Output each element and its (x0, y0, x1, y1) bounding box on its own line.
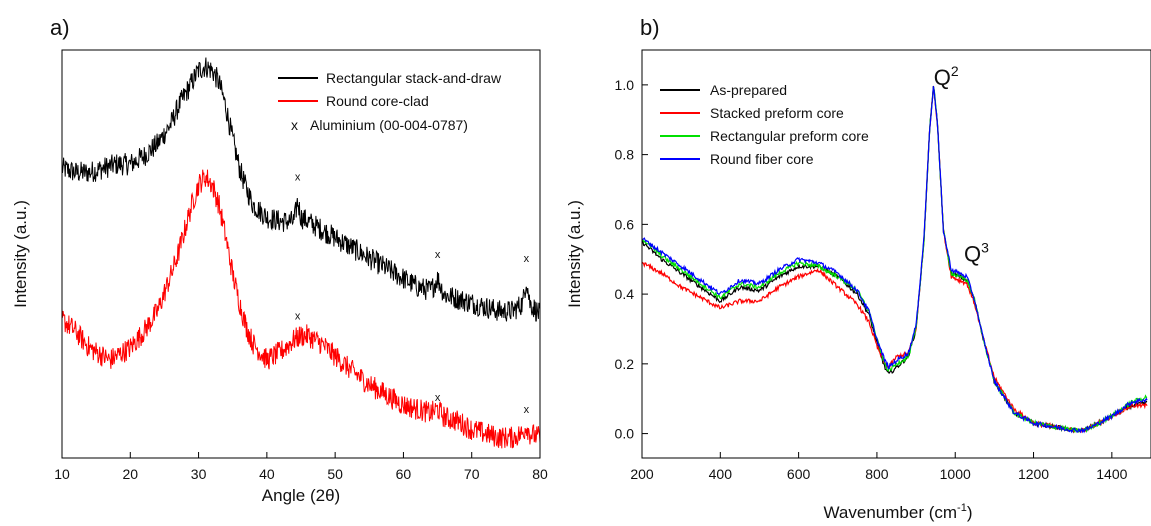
aluminium-marker-0: x (295, 172, 301, 184)
panel-b-legend: As-prepared Stacked preform core Rectangul… (660, 82, 869, 167)
x-tick-a-6: 70 (464, 466, 480, 482)
x-tick-a-0: 10 (54, 466, 70, 482)
panel-b-x-axis-title-suffix: ) (967, 503, 973, 522)
panel-a-x-axis-title: Angle (2θ) (262, 486, 340, 505)
panel-a-y-axis-title: Intensity (a.u.) (11, 200, 30, 308)
panel-b-x-ticks: 200 400 600 800 1000 1200 1400 (630, 452, 1128, 482)
x-tick-b-3: 800 (865, 466, 889, 482)
aluminium-marker-2: x (524, 253, 530, 265)
x-tick-a-1: 20 (122, 466, 138, 482)
panel-b-x-axis-title: Wavenumber (cm-1) (824, 502, 973, 522)
panel-a-series (61, 57, 541, 449)
y-tick-b-2: 0.4 (615, 286, 635, 302)
x-tick-b-2: 600 (787, 466, 811, 482)
panel-a-label: a) (50, 15, 70, 40)
legend-a-item-1: Round core-clad (326, 93, 429, 109)
y-tick-b-5: 1.0 (615, 77, 635, 93)
y-tick-b-3: 0.6 (615, 216, 635, 232)
x-tick-b-4: 1000 (940, 466, 971, 482)
x-tick-a-7: 80 (532, 466, 548, 482)
legend-a-item-0: Rectangular stack-and-draw (326, 70, 502, 86)
series-a-0-line (61, 57, 541, 322)
y-tick-b-0: 0.0 (615, 426, 635, 442)
series-a-1-line (61, 169, 541, 449)
panel-a-frame (61, 49, 541, 459)
panel-a-legend: Rectangular stack-and-draw Round core-cl… (278, 70, 502, 133)
peak-label-q2: Q2 (934, 63, 959, 90)
aluminium-marker-4: x (435, 392, 441, 404)
legend-b-item-3: Round fiber core (710, 151, 814, 167)
panel-b-x-axis-title-sup: -1 (957, 502, 967, 514)
x-tick-b-5: 1200 (1018, 466, 1049, 482)
x-tick-a-5: 60 (396, 466, 412, 482)
series-b-3-line (642, 86, 1148, 434)
x-tick-a-4: 50 (327, 466, 343, 482)
panel-b-y-ticks: 0.0 0.2 0.4 0.6 0.8 1.0 (615, 77, 648, 442)
y-tick-b-4: 0.8 (615, 147, 635, 163)
aluminium-marker-5: x (524, 404, 530, 416)
panel-b-label: b) (640, 15, 660, 40)
panel-b-series (641, 85, 1148, 434)
panel-b-x-axis-title-main: Wavenumber (cm (824, 503, 958, 522)
aluminium-marker-1: x (435, 249, 441, 261)
aluminium-marker-3: x (295, 310, 301, 322)
peak-label-q3: Q3 (964, 240, 989, 267)
panel-b: b) 200 400 600 800 1000 1200 1400 0.0 0.2 0.4 0.6… (565, 15, 1151, 522)
y-tick-b-1: 0.2 (615, 356, 635, 372)
legend-b-item-1: Stacked preform core (710, 105, 844, 121)
x-tick-b-1: 400 (709, 466, 733, 482)
panel-b-annotations: Q2 Q3 (934, 63, 989, 267)
legend-a-item-2: Aluminium (00-004-0787) (310, 117, 468, 133)
panel-b-y-axis-title: Intensity (a.u.) (565, 200, 584, 308)
x-tick-a-2: 30 (191, 466, 207, 482)
x-tick-b-0: 200 (630, 466, 654, 482)
panel-a-markers: x x x x x x (295, 172, 530, 417)
legend-b-item-0: As-prepared (710, 82, 787, 98)
x-tick-b-6: 1400 (1096, 466, 1127, 482)
legend-a-x-symbol: x (291, 117, 298, 133)
panel-a-x-ticks: 10 20 30 40 50 60 70 80 (54, 452, 548, 482)
legend-b-item-2: Rectangular preform core (710, 128, 869, 144)
panel-a: a) x x x x x x 10 20 30 40 50 60 70 80 Angle (2θ) In… (11, 15, 548, 505)
x-tick-a-3: 40 (259, 466, 275, 482)
panel-b-frame (641, 49, 1151, 459)
